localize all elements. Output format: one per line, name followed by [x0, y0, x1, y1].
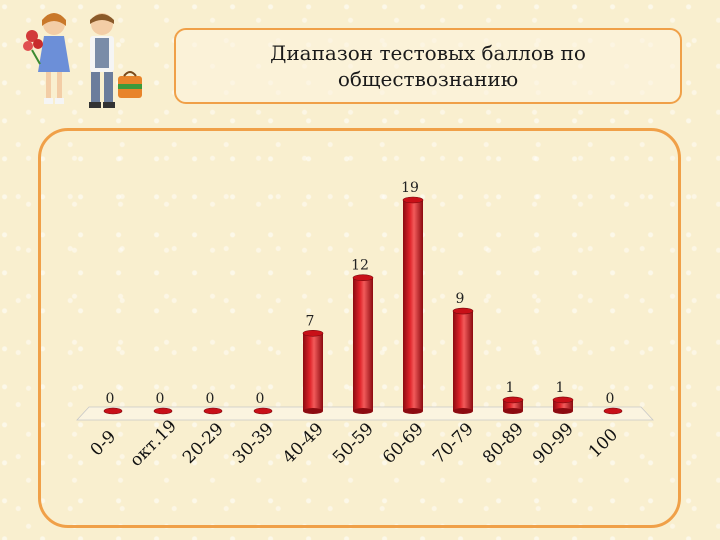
girl-figure — [38, 13, 70, 104]
category-label: 60-69 — [379, 419, 428, 468]
category-label: 70-79 — [429, 419, 478, 468]
chart-title: Диапазон тестовых баллов по обществознан… — [270, 41, 586, 91]
data-label: 12 — [351, 258, 369, 274]
data-label: 0 — [606, 391, 615, 407]
boy-figure — [89, 13, 115, 108]
bar — [253, 407, 273, 415]
category-label: 90-99 — [529, 419, 578, 468]
data-label: 9 — [456, 291, 465, 307]
bar — [552, 396, 574, 414]
data-label: 1 — [556, 380, 565, 396]
category-label: 40-49 — [279, 419, 328, 468]
data-label: 0 — [156, 391, 165, 407]
schoolchildren-illustration — [23, 13, 142, 108]
data-label: 7 — [306, 313, 315, 329]
category-label: 50-59 — [329, 419, 378, 468]
bar — [203, 407, 223, 415]
bar — [153, 407, 173, 415]
data-label: 0 — [106, 391, 115, 407]
bar — [103, 407, 123, 415]
data-label: 0 — [256, 391, 265, 407]
bar — [502, 396, 524, 414]
bar — [603, 407, 623, 415]
category-label: 30-39 — [229, 419, 278, 468]
category-label: окт.19 — [126, 416, 181, 471]
category-label: 80-89 — [479, 419, 528, 468]
title-box: Диапазон тестовых баллов по обществознан… — [174, 28, 682, 104]
data-labels: 0 0 0 0 7 12 19 9 1 1 0 — [106, 180, 615, 407]
flowers-icon — [23, 30, 43, 65]
category-label: 0-9 — [87, 427, 121, 461]
schoolbag-icon — [118, 71, 142, 98]
category-label: 100 — [585, 425, 622, 462]
bar — [302, 329, 324, 414]
data-label: 1 — [506, 380, 515, 396]
bar — [452, 307, 474, 414]
bar — [352, 274, 374, 414]
data-label: 0 — [206, 391, 215, 407]
bar — [402, 196, 424, 414]
category-label: 20-29 — [179, 419, 228, 468]
data-label: 19 — [401, 180, 419, 196]
chart-frame — [38, 128, 681, 528]
bar-series — [103, 196, 623, 415]
